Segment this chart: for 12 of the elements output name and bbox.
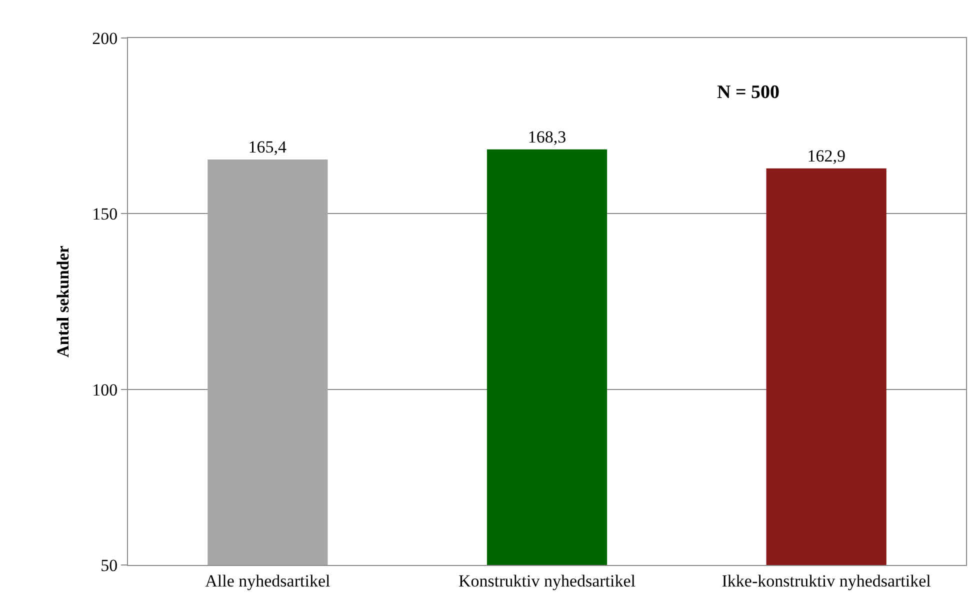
data-label: 162,9 <box>807 146 846 166</box>
y-tick-label: 50 <box>100 556 118 575</box>
data-label: 168,3 <box>528 127 566 146</box>
x-tick-label: Alle nyhedsartikel <box>205 571 330 590</box>
x-tick-label: Ikke-konstruktiv nyhedsartikel <box>722 571 932 590</box>
y-tick-label: 150 <box>92 204 118 224</box>
y-tick-label: 100 <box>92 380 118 400</box>
y-axis-title: Antal sekunder <box>54 245 73 358</box>
x-tick-label: Konstruktiv nyhedsartikel <box>458 571 636 590</box>
y-tick-label: 200 <box>92 28 118 48</box>
data-label: 165,4 <box>248 138 288 157</box>
annotation: N = 500 <box>717 82 780 103</box>
